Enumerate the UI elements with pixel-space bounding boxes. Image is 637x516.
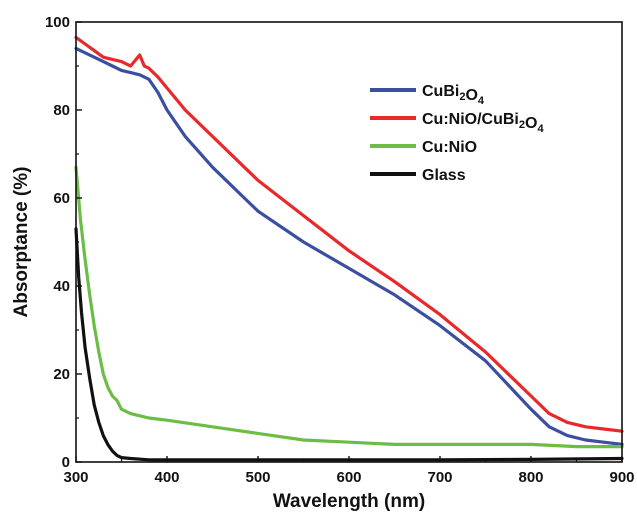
x-tick-label: 900 — [609, 469, 634, 486]
series-line-0 — [74, 46, 624, 446]
legend: CuBi2O4 Cu:NiO/CuBi2O4 Cu:NiO Glass — [370, 83, 544, 184]
x-tick-label: 400 — [154, 469, 179, 486]
x-tick-label: 700 — [427, 469, 452, 486]
series-line-2 — [74, 165, 624, 449]
plot-lines — [74, 35, 624, 462]
legend-label-2: Cu:NiO — [422, 139, 477, 156]
y-axis-title: Absorptance (%) — [11, 167, 32, 318]
plot-frame — [75, 21, 623, 463]
legend-label-0: CuBi2O4 — [422, 83, 485, 107]
x-tick-label: 300 — [63, 469, 88, 486]
x-axis-title: Wavelength (nm) — [273, 491, 425, 512]
x-tick-label: 800 — [518, 469, 543, 486]
legend-label-1: Cu:NiO/CuBi2O4 — [422, 111, 544, 135]
series-line-1 — [74, 35, 624, 433]
series-line-3 — [74, 227, 624, 462]
x-tick-label: 600 — [336, 469, 361, 486]
y-tick-label: 60 — [53, 190, 70, 207]
y-tick-label: 40 — [53, 278, 70, 295]
y-tick-label: 80 — [53, 102, 70, 119]
legend-label-3: Glass — [422, 167, 466, 184]
x-axis-ticks: 300 400 500 600 700 800 900 — [63, 456, 635, 486]
y-tick-label: 0 — [62, 454, 70, 471]
y-axis-ticks: 0 20 40 60 80 100 — [45, 14, 82, 471]
x-tick-label: 500 — [245, 469, 270, 486]
y-tick-label: 100 — [45, 14, 70, 31]
y-tick-label: 20 — [53, 366, 70, 383]
